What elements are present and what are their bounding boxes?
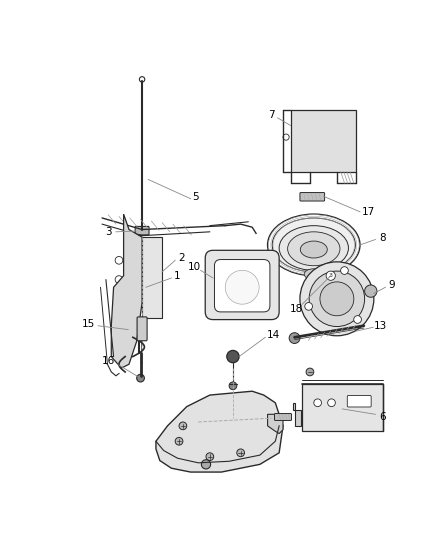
- Text: 6: 6: [379, 411, 385, 422]
- Circle shape: [179, 422, 187, 430]
- Polygon shape: [156, 391, 283, 472]
- FancyBboxPatch shape: [205, 251, 279, 320]
- Text: 5: 5: [193, 192, 199, 202]
- Polygon shape: [142, 237, 162, 318]
- Circle shape: [364, 285, 377, 297]
- Ellipse shape: [272, 218, 355, 272]
- Ellipse shape: [125, 294, 132, 304]
- Circle shape: [175, 438, 183, 445]
- Text: 13: 13: [373, 321, 387, 331]
- Text: 2: 2: [178, 253, 185, 263]
- Circle shape: [229, 382, 237, 390]
- Circle shape: [328, 399, 336, 407]
- Ellipse shape: [268, 214, 360, 276]
- Circle shape: [306, 368, 314, 376]
- Circle shape: [326, 271, 336, 280]
- Text: 9: 9: [388, 280, 395, 290]
- Circle shape: [354, 316, 361, 324]
- Circle shape: [289, 333, 300, 343]
- Circle shape: [137, 374, 145, 382]
- FancyBboxPatch shape: [137, 317, 147, 341]
- FancyBboxPatch shape: [291, 110, 356, 172]
- Ellipse shape: [304, 269, 323, 280]
- FancyBboxPatch shape: [215, 260, 270, 312]
- Circle shape: [356, 399, 364, 407]
- FancyBboxPatch shape: [300, 192, 325, 201]
- Circle shape: [305, 303, 312, 310]
- Text: 7: 7: [268, 110, 275, 120]
- Text: 16: 16: [102, 356, 115, 366]
- Circle shape: [300, 262, 374, 336]
- Polygon shape: [268, 414, 283, 433]
- Polygon shape: [293, 403, 301, 426]
- Circle shape: [201, 460, 211, 469]
- Text: 3: 3: [329, 273, 333, 278]
- Text: 3: 3: [105, 227, 112, 237]
- Circle shape: [115, 276, 123, 284]
- Ellipse shape: [279, 225, 349, 270]
- Circle shape: [309, 271, 364, 327]
- Ellipse shape: [125, 282, 132, 293]
- FancyBboxPatch shape: [135, 227, 149, 235]
- Circle shape: [115, 256, 123, 264]
- Circle shape: [283, 134, 289, 140]
- FancyBboxPatch shape: [347, 395, 371, 407]
- Circle shape: [341, 266, 348, 274]
- Ellipse shape: [288, 232, 340, 265]
- Circle shape: [314, 399, 321, 407]
- Circle shape: [320, 282, 354, 316]
- FancyBboxPatch shape: [302, 384, 383, 431]
- Ellipse shape: [125, 266, 132, 277]
- Polygon shape: [111, 214, 142, 368]
- Circle shape: [206, 453, 214, 461]
- FancyBboxPatch shape: [275, 414, 291, 421]
- Circle shape: [139, 77, 145, 82]
- Circle shape: [227, 350, 239, 363]
- Text: 14: 14: [266, 330, 279, 340]
- Text: 8: 8: [379, 233, 385, 243]
- Text: 17: 17: [362, 207, 375, 217]
- Ellipse shape: [300, 241, 327, 258]
- Text: 1: 1: [174, 271, 181, 281]
- Text: 18: 18: [290, 304, 303, 314]
- Circle shape: [237, 449, 244, 457]
- Circle shape: [225, 270, 259, 304]
- Text: 10: 10: [188, 262, 201, 272]
- Text: 15: 15: [81, 319, 95, 329]
